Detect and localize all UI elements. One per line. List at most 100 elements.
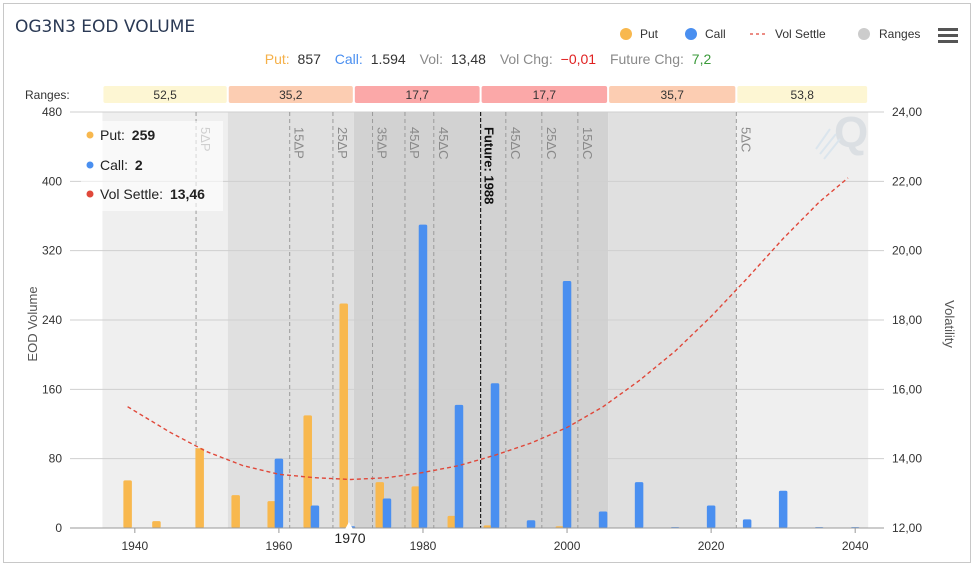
delta-label-1: 15ΔP [292, 127, 307, 159]
bar-put-2 [195, 448, 204, 528]
bar-put-4 [267, 501, 276, 528]
hamburger-menu-icon[interactable] [936, 24, 960, 46]
bar-call-13 [742, 519, 752, 528]
x-tick-label-2000: 2000 [554, 539, 581, 553]
bar-put-7 [375, 482, 385, 528]
chart-frame: OG3N3 EOD VOLUME Put: 857 Call: 1.594 Vo… [3, 3, 971, 563]
tooltip: Put: 259 Call: 2 Vol Settle: 13,46 [81, 121, 223, 211]
subtitle-volchg-value: −0,01 [561, 51, 597, 67]
y-tick-label-320: 320 [42, 244, 62, 258]
hamburger-bar-3 [938, 40, 958, 43]
bar-call-12 [706, 505, 716, 528]
bar-put-6 [339, 303, 348, 528]
crosshair-x-label: 1970 [328, 522, 372, 552]
delta-label-7: 25ΔC [544, 127, 559, 160]
y-tick-label-480: 480 [42, 105, 62, 119]
y-tick-label-240: 240 [42, 313, 62, 327]
y-tick-label-400: 400 [42, 174, 62, 188]
tooltip-call-label: Call: [100, 157, 128, 173]
legend-item-put[interactable]: Put [620, 27, 659, 41]
bar-call-4 [418, 224, 428, 528]
range-box-5 [737, 86, 868, 103]
y2-tick-label-6: 24,00 [892, 105, 922, 119]
bar-put-5 [303, 415, 312, 528]
axes: 1940 1960 1980 2000 2020 2040 0 80 160 240 320 400 4… [42, 105, 922, 553]
bar-call-7 [526, 520, 536, 528]
range-box-1 [228, 86, 353, 103]
range-value-0: 52,5 [153, 88, 177, 102]
delta-label-8: 15ΔC [580, 127, 595, 160]
bar-put-0 [123, 480, 132, 528]
hamburger-bar-2 [938, 34, 958, 37]
tooltip-put-marker [86, 131, 94, 139]
y2-tick-label-3: 18,00 [892, 313, 922, 327]
bar-put-9 [447, 515, 457, 528]
tooltip-vol-value: 13,46 [170, 186, 205, 202]
vol-settle-series [127, 177, 849, 481]
watermark-logo: Q [815, 108, 868, 160]
tooltip-vol-marker [86, 190, 94, 198]
bar-call-8 [562, 281, 572, 528]
subtitle-call-label: Call: [335, 51, 363, 67]
legend-vol-settle-label: Vol Settle [775, 27, 826, 41]
chart-title: OG3N3 EOD VOLUME [15, 17, 195, 37]
range-box-3 [481, 86, 608, 103]
range-value-3: 17,7 [533, 88, 557, 102]
tooltip-put-row: Put: 259 [100, 127, 155, 143]
legend-ranges-marker [858, 28, 870, 40]
range-value-1: 35,2 [279, 88, 303, 102]
subtitle-volchg-label: Vol Chg: [500, 51, 553, 67]
chart-svg: OG3N3 EOD VOLUME Put: 857 Call: 1.594 Vo… [15, 17, 960, 553]
x-tick-label-1960: 1960 [266, 539, 293, 553]
tooltip-vol-row: Vol Settle: 13,46 [100, 186, 205, 202]
watermark-streaks [815, 128, 841, 160]
y2-axis-title: Volatility [942, 300, 957, 348]
delta-label-3: 35ΔP [375, 127, 390, 159]
range-value-4: 35,7 [661, 88, 685, 102]
legend-item-ranges[interactable]: Ranges [858, 27, 920, 41]
bar-series [123, 224, 860, 528]
y2-tick-label-4: 20,00 [892, 244, 922, 258]
ranges-row-label: Ranges: [25, 88, 70, 102]
y-tick-label-0: 0 [55, 521, 62, 535]
bar-put-3 [231, 495, 240, 528]
hamburger-bar-1 [938, 28, 958, 31]
vol-settle-line [127, 177, 849, 481]
subtitle-vol-label: Vol: [420, 51, 443, 67]
range-value-5: 53,8 [791, 88, 815, 102]
x-tick-label-1940: 1940 [121, 539, 148, 553]
range-value-2: 17,7 [406, 88, 430, 102]
bar-call-3 [382, 498, 392, 528]
bar-put-8 [411, 486, 421, 528]
legend-item-vol-settle[interactable]: Vol Settle [750, 27, 826, 41]
tooltip-vol-label: Vol Settle: [100, 186, 163, 202]
tooltip-put-value: 259 [132, 127, 156, 143]
legend-call-marker [685, 28, 697, 40]
delta-label-2: 25ΔP [335, 127, 350, 159]
subtitle-put-value: 857 [298, 51, 322, 67]
subtitle-call-value: 1.594 [371, 51, 406, 67]
y2-tick-label-0: 12,00 [892, 521, 922, 535]
x-tick-label-1980: 1980 [410, 539, 437, 553]
y-tick-label-160: 160 [42, 382, 62, 396]
legend-call-label: Call [705, 27, 726, 41]
crosshair-x-label-box [328, 522, 372, 552]
legend-put-label: Put [640, 27, 659, 41]
y2-tick-label-2: 16,00 [892, 382, 922, 396]
future-line-label: Future: 1988 [482, 127, 497, 204]
legend-put-marker [620, 28, 632, 40]
subtitle-futchg-label: Future Chg: [610, 51, 684, 67]
bar-call-1 [310, 505, 320, 528]
legend-item-call[interactable]: Call [685, 27, 726, 41]
range-box-4 [609, 86, 736, 103]
bar-call-9 [598, 511, 608, 528]
bar-put-10 [483, 525, 493, 528]
y-tick-label-80: 80 [49, 452, 63, 466]
delta-label-6: 45ΔC [508, 127, 523, 160]
range-box-0 [103, 86, 227, 103]
tooltip-call-value: 2 [135, 157, 143, 173]
x-tick-label-2040: 2040 [842, 539, 869, 553]
bar-call-14 [778, 490, 788, 528]
y-axis-title: EOD Volume [25, 286, 40, 361]
tooltip-box [81, 121, 223, 211]
